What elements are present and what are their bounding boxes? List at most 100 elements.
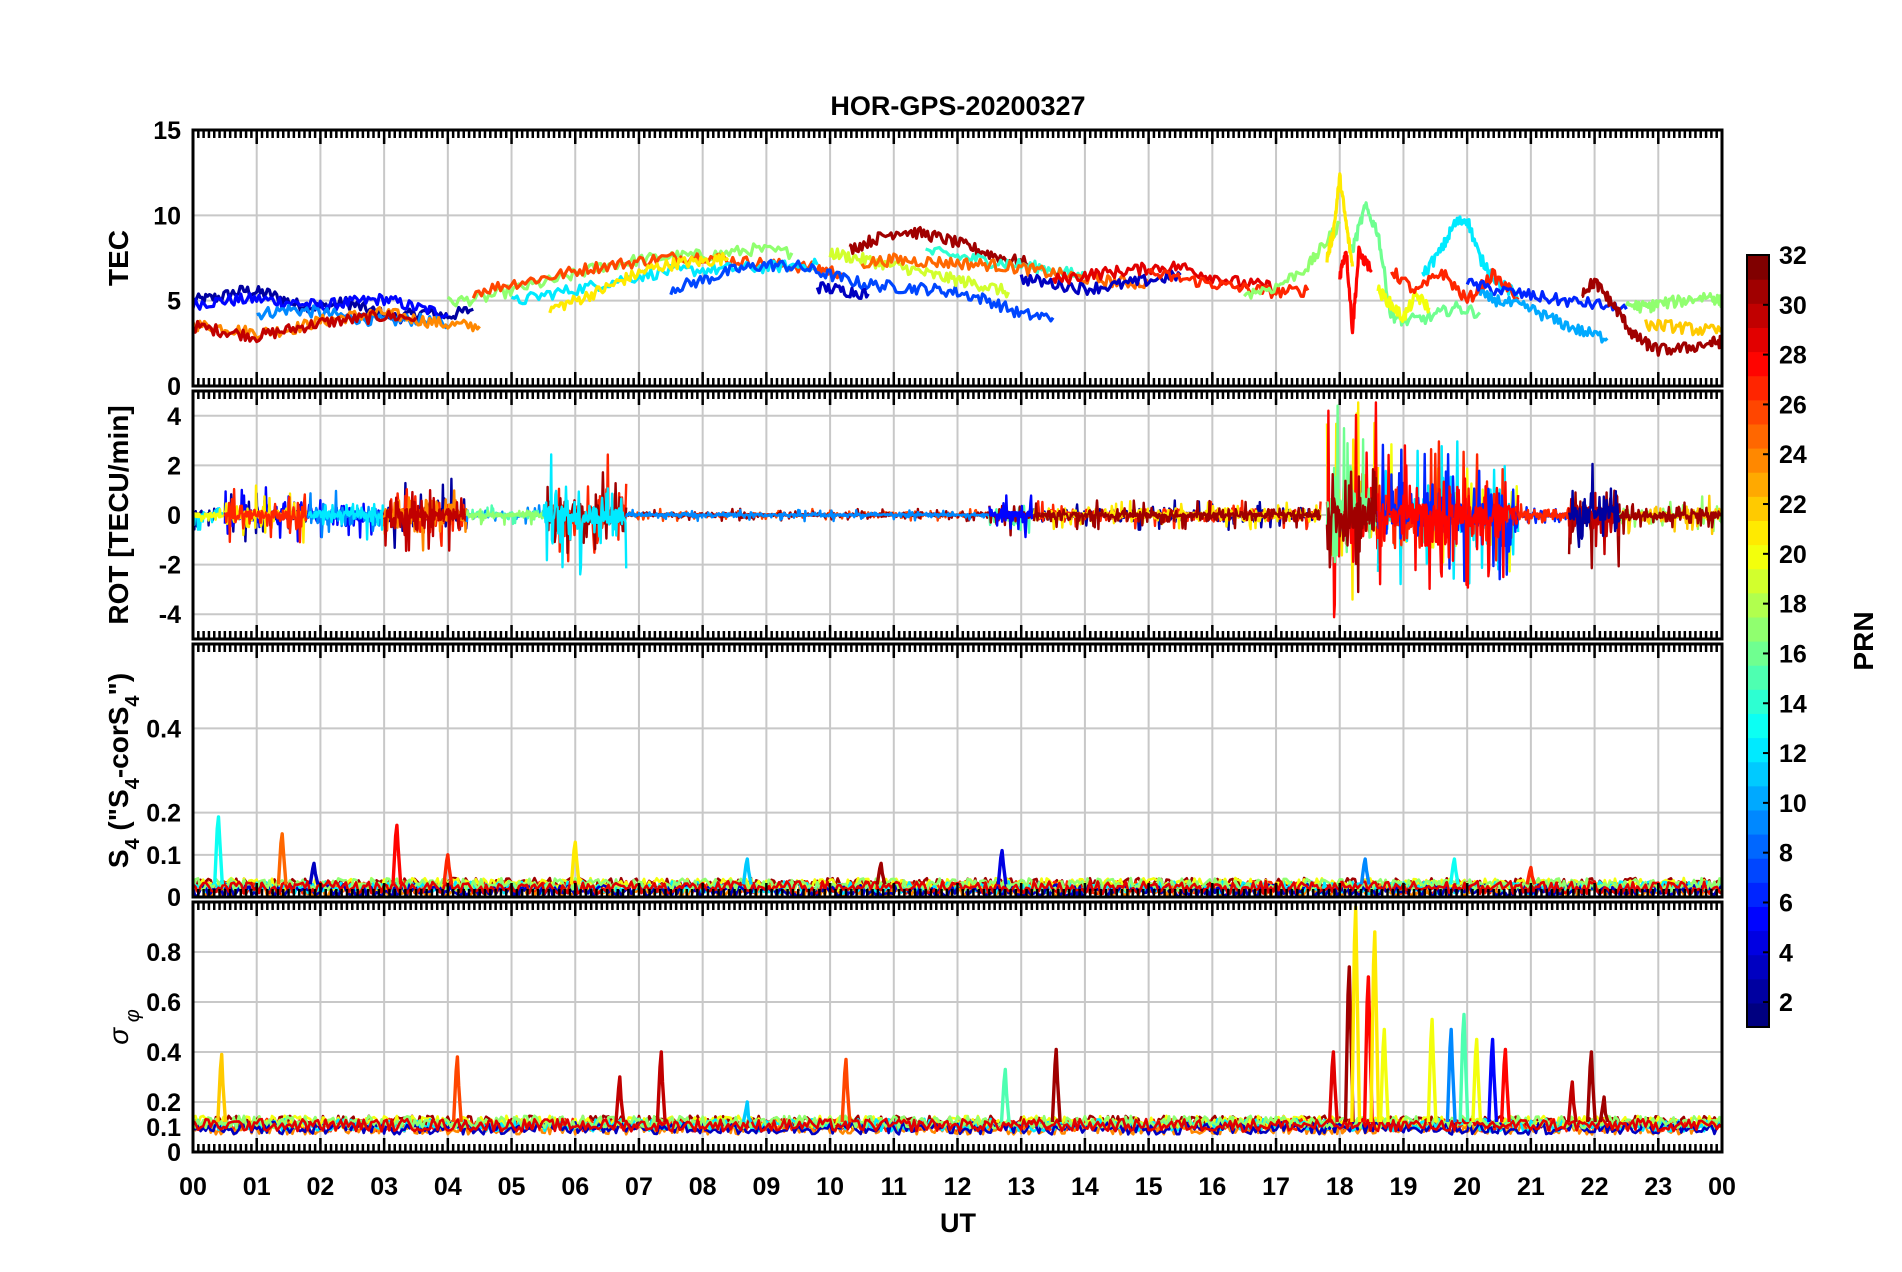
colorbar-tick-label: 4 [1779, 939, 1793, 967]
colorbar-tick-label: 24 [1779, 441, 1807, 469]
colorbar-tick-label: 6 [1779, 889, 1793, 917]
colorbar-tick-label: 10 [1779, 790, 1807, 818]
sigphi-y-tick-label: 0.8 [146, 939, 181, 967]
s4-spike-prn-9-9 [1359, 857, 1371, 885]
colorbar-tick-label: 16 [1779, 640, 1807, 668]
x-tick-label: 05 [498, 1173, 526, 1201]
x-tick-label: 06 [561, 1173, 589, 1201]
rot-minor-ticks [191, 391, 1724, 639]
x-tick-label: 04 [434, 1173, 462, 1201]
colorbar-tick-label: 2 [1779, 989, 1793, 1017]
tec-series [193, 172, 1722, 357]
chart-title: HOR-GPS-20200327 [830, 91, 1085, 121]
tec-series-prn-31-27 [1581, 277, 1722, 357]
x-tick-label: 12 [944, 1173, 972, 1201]
s4-spike-prn-27-4 [442, 853, 454, 885]
sigphi-spike-prn-15-16 [1458, 1012, 1470, 1123]
s4-spike-prn-25-1 [276, 832, 288, 885]
tec-series-prn-28-20 [1338, 245, 1373, 335]
rot-series-prn-30-3-3 [383, 489, 469, 553]
colorbar-tick-label: 22 [1779, 491, 1807, 519]
x-tick-label: 00 [1708, 1173, 1736, 1201]
colorbar-tick-label: 20 [1779, 541, 1807, 569]
sigphi-spike-prn-31-7 [1050, 1047, 1062, 1123]
panel-s4: 0 0.1 0.2 0.4S4 ("S4-corS4") [103, 642, 1724, 912]
colorbar-tick-label: 32 [1779, 242, 1807, 270]
x-tick-label: 07 [625, 1173, 653, 1201]
sigphi-spike-prn-21-12 [1369, 930, 1381, 1123]
rot-series-prn-12-2-2 [307, 502, 386, 541]
rot-series-prn-20-0-2 [193, 502, 227, 523]
rot-y-axis-label: ROT [TECU/min] [103, 405, 134, 624]
sigphi-spike-prn-31-22 [1598, 1095, 1610, 1123]
tec-y-axis-label: TEC [103, 230, 134, 286]
x-tick-label: 17 [1262, 1173, 1290, 1201]
rot-series-prn-27-11-1 [1517, 503, 1571, 527]
sigphi-spike-prn-28-19 [1499, 1047, 1511, 1123]
x-tick-label: 22 [1581, 1173, 1609, 1201]
colorbar-tick-label: 12 [1779, 740, 1807, 768]
sigphi-y-tick-label: 0 [167, 1139, 181, 1167]
s4-spike-prn-13-0 [213, 815, 224, 885]
s4-spike-prn-11-6 [741, 857, 753, 885]
tec-series-prn-21-8 [548, 252, 730, 314]
sigphi-y-tick-label: 0.1 [146, 1114, 181, 1142]
tec-series-prn-10-26 [1478, 289, 1609, 344]
tec-series-prn-19-12 [828, 247, 1010, 299]
s4-spike-prn-3-2 [308, 861, 320, 885]
sigphi-y-tick-label: 0.2 [146, 1089, 181, 1117]
colorbar-tick-label: 30 [1779, 292, 1807, 320]
sigphi-spike-prn-30-2 [614, 1075, 626, 1123]
s4-y-tick-label: 0.4 [146, 715, 181, 743]
colorbar-label: PRN [1848, 611, 1879, 670]
sigphi-spike-prn-30-20 [1566, 1080, 1578, 1123]
rot-series-prn-17-4-2 [465, 508, 545, 526]
s4-minor-ticks [191, 644, 1724, 897]
x-tick-label: 13 [1007, 1173, 1035, 1201]
rot-y-tick-label: 4 [167, 403, 181, 431]
x-tick-label: 02 [307, 1173, 335, 1201]
rot-series-prn-27-1-3 [223, 487, 309, 544]
rot-y-tick-labels: -4 -2 0 2 4 [159, 403, 181, 629]
s4-spike-prn-13-10 [1448, 857, 1460, 885]
x-tick-label: 10 [816, 1173, 844, 1201]
colorbar-bands [1747, 255, 1769, 1028]
tec-series-prn-5-1 [193, 292, 449, 320]
rot-series-prn-12-5-2 [542, 453, 628, 576]
panel-rot: -4 -2 0 2 4 ROT [TECU/min] [103, 389, 1724, 641]
colorbar-tick-label: 26 [1779, 391, 1807, 419]
rot-series-prn-30-12-1 [1567, 491, 1622, 556]
rot-series-prn-2-12-2 [1567, 462, 1622, 549]
tec-y-tick-label: 5 [167, 288, 181, 316]
rot-series-prn-5-7-2 [988, 494, 1036, 539]
s4-y-axis-label: S4 ("S4-corS4") [103, 673, 144, 868]
x-tick-label: 03 [370, 1173, 398, 1201]
tec-series-prn-31-11 [848, 226, 1029, 268]
sigphi-y-tick-labels: 00.10.2 0.4 0.6 0.8 [146, 939, 181, 1167]
rot-y-tick-label: 2 [167, 452, 181, 480]
s4-spike-prn-27-11 [1525, 865, 1537, 885]
x-tick-label: 21 [1517, 1173, 1545, 1201]
tec-y-tick-label: 15 [153, 117, 181, 145]
s4-spike-prn-31-7 [875, 861, 887, 885]
s4-spike-prn-4-8 [996, 848, 1008, 885]
sigphi-spike-prn-20-17 [1471, 1037, 1483, 1123]
tec-series-prn-17-28 [1624, 291, 1722, 314]
x-tick-label: 01 [243, 1173, 271, 1201]
tec-series-prn-6-25 [1465, 277, 1628, 315]
sigphi-spike-prn-11-4 [741, 1100, 753, 1123]
rot-series-prn-9-6-2 [625, 508, 991, 523]
sigphi-y-tick-label: 0.4 [146, 1039, 181, 1067]
sigphi-spike-prn-15-6 [999, 1067, 1011, 1123]
tec-series-prn-3-15 [1019, 269, 1182, 296]
x-tick-label: 14 [1071, 1173, 1099, 1201]
colorbar-box [1746, 254, 1770, 1028]
x-tick-label: 20 [1453, 1173, 1481, 1201]
tec-minor-ticks [191, 130, 1724, 386]
sigphi-series [193, 905, 1722, 1136]
x-tick-label: 16 [1198, 1173, 1226, 1201]
tec-series-prn-22-29 [1644, 318, 1722, 337]
rot-series-prn-31-13-2 [1618, 501, 1722, 535]
